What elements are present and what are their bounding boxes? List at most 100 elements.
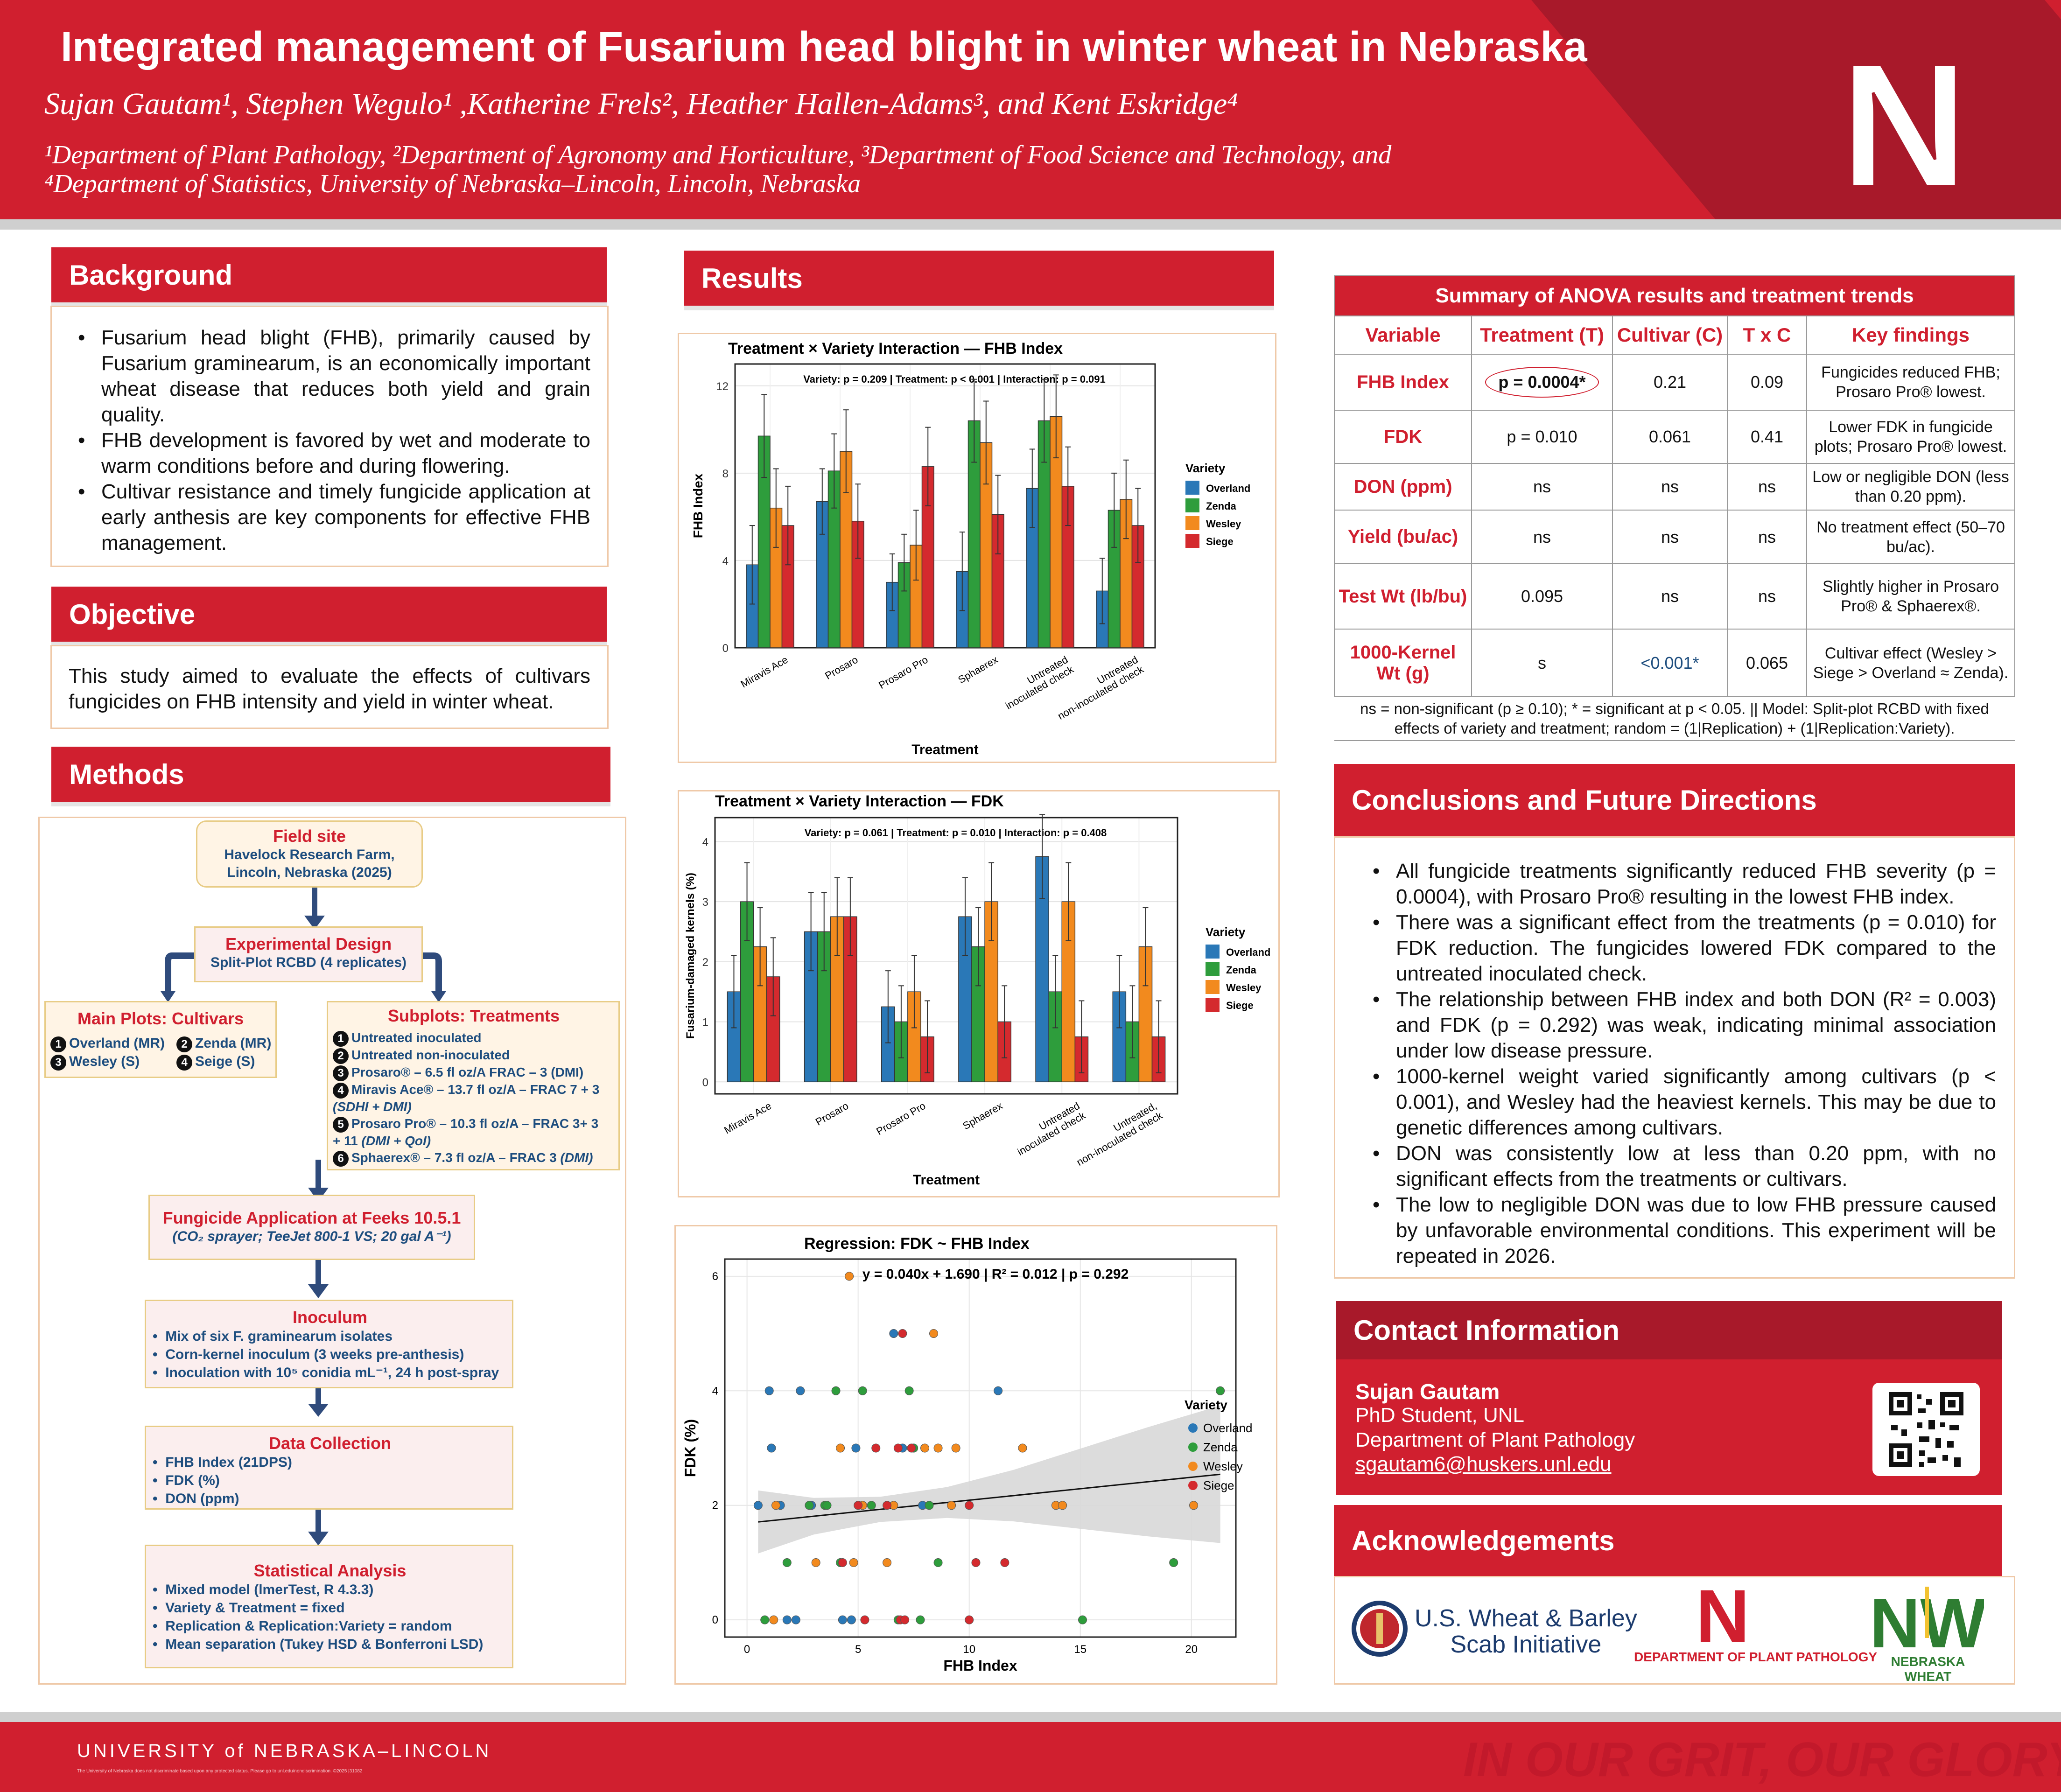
flow-arrow bbox=[315, 1160, 321, 1192]
y-axis-label: Fusarium-damaged kernels (%) bbox=[684, 873, 697, 1039]
acknowledgements-heading: Acknowledgements bbox=[1334, 1505, 2002, 1576]
treatment-item: 3 Prosaro® – 6.5 fl oz/A FRAC – 3 (DMI) bbox=[333, 1064, 615, 1081]
author-list: Sujan Gautam¹, Stephen Wegulo¹ ,Katherin… bbox=[44, 87, 1238, 121]
x-tick-label: Prosaro bbox=[823, 654, 860, 682]
cultivar-item: 1 Overland (MR) bbox=[50, 1034, 176, 1052]
point-wesley bbox=[929, 1329, 939, 1338]
anova-cell: ns bbox=[1727, 563, 1807, 630]
anova-cell: ns bbox=[1727, 463, 1807, 511]
contact-heading: Contact Information bbox=[1336, 1301, 2002, 1359]
data-collection-item: • FHB Index (21DPS) bbox=[153, 1455, 292, 1470]
anova-cell: ns bbox=[1471, 510, 1613, 564]
design-subtitle: Split-Plot RCBD (4 replicates) bbox=[210, 955, 407, 970]
anova-finding: Cultivar effect (Wesley > Siege > Overla… bbox=[1806, 629, 2015, 697]
application-box: Fungicide Application at Feeks 10.5.1 (C… bbox=[148, 1195, 475, 1260]
legend-swatch bbox=[1188, 1481, 1198, 1490]
point-overland bbox=[889, 1329, 898, 1338]
legend-swatch bbox=[1188, 1423, 1198, 1433]
point-siege bbox=[900, 1615, 910, 1624]
y-tick-label: 4 bbox=[722, 555, 729, 567]
subplots-title: Subplots: Treatments bbox=[387, 1006, 560, 1025]
point-wesley bbox=[849, 1558, 858, 1567]
contact-email-link[interactable]: sgautam6@huskers.unl.edu bbox=[1355, 1453, 1612, 1476]
point-wesley bbox=[811, 1558, 820, 1567]
anova-variable: 1000-Kernel Wt (g) bbox=[1334, 629, 1472, 697]
footer-fine-print: The University of Nebraska does not disc… bbox=[77, 1769, 363, 1774]
x-axis-label: FHB Index bbox=[943, 1657, 1017, 1674]
point-overland bbox=[791, 1615, 800, 1624]
point-overland bbox=[994, 1386, 1003, 1395]
y-tick-label: 2 bbox=[712, 1499, 718, 1512]
y-tick-label: 1 bbox=[702, 1016, 708, 1029]
stats-item: • Replication & Replication:Variety = ra… bbox=[153, 1618, 452, 1634]
point-overland bbox=[851, 1443, 861, 1453]
flow-arrow bbox=[315, 1388, 321, 1407]
nebraska-wheat-logo: NW NEBRASKA WHEAT bbox=[1867, 1582, 1989, 1684]
anova-cell: 0.41 bbox=[1727, 410, 1807, 464]
background-bullet: FHB development is favored by wet and mo… bbox=[78, 427, 590, 479]
conclusion-bullet: DON was consistently low at less than 0.… bbox=[1373, 1141, 1996, 1192]
point-siege bbox=[893, 1443, 903, 1453]
conclusion-bullet: The relationship between FHB index and b… bbox=[1373, 987, 1996, 1064]
anova-cell: ns bbox=[1612, 463, 1728, 511]
anova-header: Key findings bbox=[1806, 315, 2015, 355]
fhb-chart-box: Treatment × Variety Interaction — FHB In… bbox=[678, 333, 1276, 763]
point-wesley bbox=[947, 1501, 956, 1510]
inoculum-box: Inoculum • Mix of six F. graminearum iso… bbox=[145, 1300, 513, 1388]
background-bullet: Cultivar resistance and timely fungicide… bbox=[78, 479, 590, 556]
point-zenda bbox=[867, 1501, 876, 1510]
field-site-line: Lincoln, Nebraska (2025) bbox=[227, 865, 392, 880]
x-tick-line: Miravis Ace bbox=[722, 1100, 773, 1136]
contact-department: Department of Plant Pathology bbox=[1355, 1428, 1635, 1451]
flow-arrow bbox=[315, 1260, 321, 1288]
y-tick-label: 0 bbox=[722, 642, 729, 655]
point-wesley bbox=[933, 1443, 943, 1453]
x-tick-line: Sphaerex bbox=[956, 654, 1000, 686]
anova-cell: p = 0.010 bbox=[1471, 410, 1613, 464]
chart-title: Treatment × Variety Interaction — FHB In… bbox=[728, 340, 1063, 357]
point-overland bbox=[764, 1386, 774, 1395]
treatment-item: 6 Sphaerex® – 7.3 fl oz/A – FRAC 3 (DMI) bbox=[333, 1149, 615, 1167]
point-siege bbox=[854, 1501, 863, 1510]
bar-wesley bbox=[840, 451, 853, 648]
y-tick-label: 4 bbox=[712, 1385, 718, 1397]
anova-caption: Summary of ANOVA results and treatment t… bbox=[1334, 275, 2015, 316]
stats-item: • Mixed model (lmerTest, R 4.3.3) bbox=[153, 1582, 374, 1597]
legend-label: Overland bbox=[1203, 1421, 1253, 1435]
qr-code[interactable] bbox=[1872, 1383, 1980, 1476]
point-siege bbox=[838, 1558, 847, 1567]
legend-label: Zenda bbox=[1206, 500, 1237, 512]
stats-title: Statistical Analysis bbox=[253, 1561, 407, 1580]
point-zenda bbox=[822, 1501, 832, 1510]
x-tick-label: 20 bbox=[1185, 1643, 1198, 1656]
point-zenda bbox=[831, 1386, 841, 1395]
stats-item: • Mean separation (Tukey HSD & Bonferron… bbox=[153, 1637, 484, 1652]
inoculum-item: • Mix of six F. graminearum isolates bbox=[153, 1329, 393, 1344]
y-axis-label: FDK (%) bbox=[682, 1419, 699, 1477]
x-tick-line: Prosaro Pro bbox=[876, 654, 930, 691]
point-zenda bbox=[760, 1615, 770, 1624]
point-siege bbox=[965, 1501, 974, 1510]
point-zenda bbox=[925, 1501, 934, 1510]
anova-cell: ns bbox=[1727, 510, 1807, 564]
fhb-index-chart: Treatment × Variety Interaction — FHB In… bbox=[691, 340, 1250, 757]
y-tick-label: 8 bbox=[722, 468, 729, 480]
contact-role: PhD Student, UNL bbox=[1355, 1404, 1524, 1427]
flow-arrow bbox=[312, 888, 317, 920]
legend-label: Zenda bbox=[1226, 964, 1257, 976]
point-siege bbox=[860, 1615, 869, 1624]
point-overland bbox=[753, 1501, 763, 1510]
application-subtitle: (CO₂ sprayer; TeeJet 800-1 VS; 20 gal A⁻… bbox=[172, 1229, 451, 1244]
point-overland bbox=[796, 1386, 805, 1395]
x-tick-label: Untreatedinoculated check bbox=[1009, 1099, 1087, 1158]
fdk-chart: Treatment × Variety Interaction — FDK 0 1 2… bbox=[684, 792, 1270, 1188]
anova-cell: 0.095 bbox=[1471, 563, 1613, 630]
conclusions-box: All fungicide treatments significantly r… bbox=[1334, 836, 2015, 1279]
legend-label: Wesley bbox=[1203, 1459, 1243, 1473]
anova-cell: ns bbox=[1612, 510, 1728, 564]
confidence-band bbox=[758, 1405, 1220, 1554]
application-title: Fungicide Application at Feeks 10.5.1 bbox=[162, 1208, 461, 1227]
anova-finding: Fungicides reduced FHB; Prosaro Pro® low… bbox=[1806, 354, 2015, 411]
affiliation-line-2: ⁴Department of Statistics, University of… bbox=[44, 169, 861, 198]
uswbsi-seal-icon bbox=[1349, 1588, 1410, 1669]
